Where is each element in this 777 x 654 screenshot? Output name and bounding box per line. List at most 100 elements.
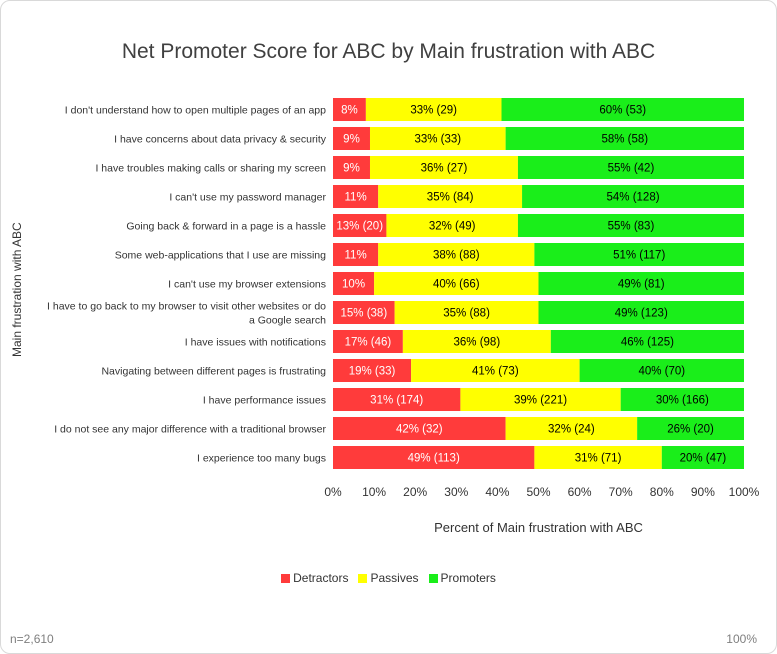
data-label: 17% (46) (345, 337, 392, 349)
data-label: 19% (33) (349, 366, 396, 378)
chart-title: Net Promoter Score for ABC by Main frust… (121, 40, 656, 63)
data-label: 10% (342, 279, 365, 291)
data-label: 9% (343, 134, 360, 146)
category-label: I can't use my browser extensions (168, 279, 326, 291)
legend-item-promoters: Promoters (428, 571, 496, 585)
data-label: 11% (345, 250, 367, 262)
data-label: 40% (70) (638, 366, 685, 378)
data-label: 58% (58) (601, 134, 648, 146)
bar-segment-passives (460, 388, 621, 411)
bar-segment-promoters (505, 127, 744, 150)
bar-segment-detractors (333, 98, 366, 121)
x-tick-label: 20% (403, 485, 427, 499)
bar-segment-promoters (579, 359, 744, 382)
legend-swatch (358, 573, 368, 583)
data-label: 26% (20) (667, 424, 714, 436)
bar-segment-detractors (333, 214, 387, 237)
bar-segment-passives (378, 185, 523, 208)
bar-segment-promoters (517, 156, 744, 179)
data-label: 39% (221) (514, 395, 567, 407)
legend-label: Passives (370, 571, 419, 585)
bar-segment-passives (369, 156, 518, 179)
bar-segment-detractors (333, 417, 506, 440)
data-label: 9% (343, 163, 360, 175)
bar-segment-passives (402, 330, 551, 353)
data-label: 36% (98) (454, 337, 501, 349)
bar-segment-passives (369, 127, 506, 150)
data-label: 32% (24) (548, 424, 595, 436)
x-tick-label: 60% (568, 485, 592, 499)
x-tick-label: 40% (485, 485, 509, 499)
data-label: 38% (88) (433, 250, 480, 262)
legend-label: Promoters (440, 571, 496, 585)
category-label: I have troubles making calls or sharing … (95, 163, 326, 175)
x-tick-label: 50% (526, 485, 550, 499)
data-label: 49% (113) (408, 453, 460, 465)
data-label: 32% (49) (429, 221, 476, 233)
bar-segment-passives (534, 446, 662, 469)
data-label: 46% (125) (621, 337, 674, 349)
bar-segment-promoters (517, 214, 744, 237)
bar-segment-detractors (333, 156, 370, 179)
data-label: 42% (32) (396, 424, 443, 436)
bar-segment-detractors (333, 388, 461, 411)
bar-segment-promoters (661, 446, 744, 469)
bar-segment-promoters (534, 243, 744, 266)
bar-segment-promoters (550, 330, 744, 353)
data-label: 54% (128) (606, 192, 659, 204)
bar-segment-promoters (538, 272, 744, 295)
bar-segment-passives (394, 301, 539, 324)
bar-segment-promoters (522, 185, 744, 208)
bar-segment-promoters (538, 301, 744, 324)
x-tick-label: 80% (650, 485, 674, 499)
bar-segment-promoters (501, 98, 744, 121)
x-tick-label: 70% (609, 485, 633, 499)
x-tick-label: 90% (691, 485, 715, 499)
category-label: I have issues with notifications (185, 337, 326, 349)
legend-label: Detractors (293, 571, 349, 585)
bar-segment-detractors (333, 359, 412, 382)
bar-segment-passives (386, 214, 518, 237)
x-tick-label: 10% (362, 485, 386, 499)
category-label: I have performance issues (203, 395, 326, 407)
category-label: I have concerns about data privacy & sec… (114, 134, 327, 146)
data-label: 55% (83) (608, 221, 655, 233)
bar-segment-detractors (333, 301, 395, 324)
bar-segment-detractors (333, 446, 535, 469)
data-label: 55% (42) (608, 163, 655, 175)
bar-segment-detractors (333, 330, 403, 353)
data-label: 35% (84) (427, 192, 474, 204)
bar-segment-detractors (333, 272, 375, 295)
data-label: 51% (117) (613, 250, 665, 262)
bar-segment-passives (374, 272, 539, 295)
data-label: 31% (71) (575, 453, 622, 465)
legend-swatch (281, 573, 291, 583)
category-label: I do not see any major difference with a… (54, 424, 326, 436)
legend-swatch (428, 573, 438, 583)
data-label: 49% (81) (618, 279, 665, 291)
bar-segment-promoters (620, 388, 744, 411)
data-label: 49% (123) (615, 308, 668, 320)
data-label: 41% (73) (472, 366, 519, 378)
category-label: I have to go back to my browser to visit… (47, 301, 326, 327)
data-label: 30% (166) (656, 395, 709, 407)
data-label: 33% (29) (410, 105, 457, 117)
legend-item-passives: Passives (358, 571, 419, 585)
legend-item-detractors: Detractors (281, 571, 348, 585)
bar-segment-passives (378, 243, 535, 266)
category-label: Some web-applications that I use are mis… (115, 250, 326, 262)
x-tick-label: 100% (729, 485, 760, 499)
legend: Detractors Passives Promoters (0, 571, 777, 585)
data-label: 60% (53) (599, 105, 646, 117)
data-label: 36% (27) (421, 163, 468, 175)
data-label: 35% (88) (443, 308, 490, 320)
x-tick-label: 0% (324, 485, 342, 499)
bar-segment-passives (411, 359, 580, 382)
x-tick-label: 30% (444, 485, 468, 499)
bar-segment-detractors (333, 127, 370, 150)
data-label: 20% (47) (680, 453, 727, 465)
bar-segment-detractors (333, 243, 379, 266)
category-label: Going back & forward in a page is a hass… (126, 221, 326, 233)
data-label: 40% (66) (433, 279, 480, 291)
